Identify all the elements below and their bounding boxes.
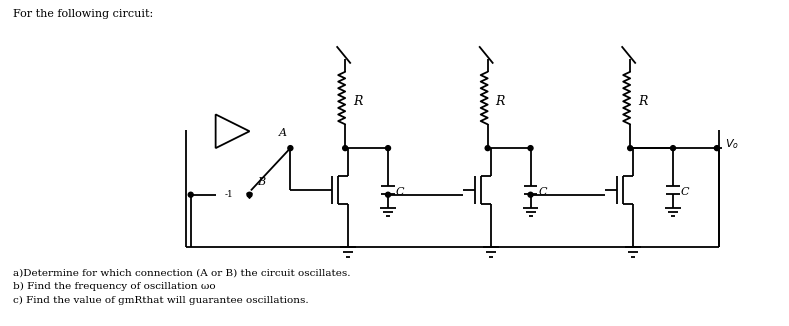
Circle shape (671, 146, 675, 151)
Text: $V_o$: $V_o$ (725, 137, 739, 151)
Text: C: C (538, 187, 547, 197)
Text: C: C (681, 187, 690, 197)
Text: R: R (495, 95, 505, 108)
Text: -1: -1 (224, 190, 233, 199)
Circle shape (714, 146, 720, 151)
Circle shape (189, 192, 193, 197)
Text: b) Find the frequency of oscillation ωo: b) Find the frequency of oscillation ωo (13, 282, 216, 291)
Text: A: A (279, 128, 286, 138)
Text: C: C (396, 187, 405, 197)
Circle shape (288, 146, 293, 151)
Text: a)Determine for which connection (A or B) the circuit oscillates.: a)Determine for which connection (A or B… (13, 268, 351, 277)
Circle shape (628, 146, 633, 151)
Text: R: R (638, 95, 648, 108)
Text: B: B (257, 177, 266, 187)
Circle shape (485, 146, 490, 151)
Circle shape (386, 192, 391, 197)
Circle shape (247, 192, 252, 197)
Circle shape (342, 146, 348, 151)
Text: For the following circuit:: For the following circuit: (13, 9, 154, 19)
Text: R: R (353, 95, 362, 108)
Circle shape (528, 146, 533, 151)
Text: c) Find the value of gmRthat will guarantee oscillations.: c) Find the value of gmRthat will guaran… (13, 296, 309, 305)
Circle shape (528, 192, 533, 197)
Circle shape (386, 146, 391, 151)
